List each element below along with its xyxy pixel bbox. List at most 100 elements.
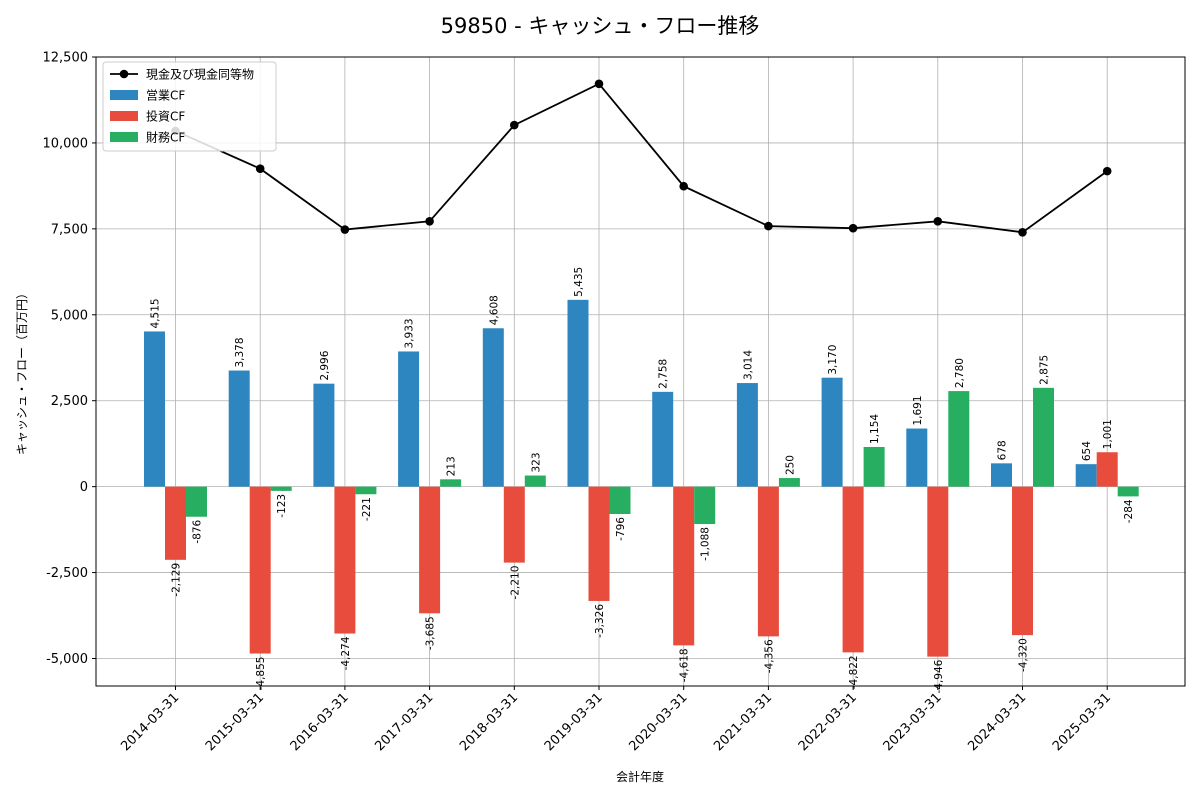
x-tick-label: 2016-03-31 <box>288 690 352 754</box>
y-tick-label: 12,500 <box>43 51 89 66</box>
bar-label: 4,515 <box>150 298 162 328</box>
y-tick-label: 2,500 <box>51 394 88 409</box>
x-tick-label: 2021-03-31 <box>711 690 775 754</box>
bar <box>524 475 546 487</box>
x-tick-label: 2022-03-31 <box>796 690 860 754</box>
bar <box>821 377 843 487</box>
bar <box>440 479 462 487</box>
bar-label: -4,618 <box>679 648 691 682</box>
bar <box>778 478 800 487</box>
bar <box>694 486 716 525</box>
bar <box>927 486 949 657</box>
x-tick-label: 2020-03-31 <box>626 690 690 754</box>
bar <box>736 383 758 487</box>
bar <box>228 370 250 487</box>
bar-label: -4,274 <box>340 636 352 670</box>
bar <box>652 391 674 487</box>
bar-label: -221 <box>361 497 373 521</box>
bar-label: 3,170 <box>827 345 839 375</box>
bar-label: 1,691 <box>912 395 924 425</box>
bar <box>673 486 695 646</box>
cash-point <box>510 120 519 130</box>
bar-label: -4,356 <box>763 639 775 673</box>
bar <box>249 486 271 654</box>
x-tick-label: 2015-03-31 <box>203 690 267 754</box>
line-layer <box>171 79 1112 237</box>
cash-point <box>425 216 434 226</box>
bars-layer <box>144 299 1139 657</box>
cash-point <box>1102 166 1112 176</box>
cash-point <box>764 221 773 231</box>
x-axis: 2014-03-31 2015-03-31 2016-03-31 2017-03-31… <box>118 686 1114 754</box>
cash-point <box>255 164 265 174</box>
chart-title: 59850 - キャッシュ・フロー推移 <box>441 14 760 38</box>
bar <box>334 486 356 634</box>
x-tick-label: 2014-03-31 <box>118 690 182 754</box>
y-axis: -5,000 -2,500 0 2,500 5,000 7,500 10,000 12,500 <box>43 51 96 667</box>
x-tick-label: 2023-03-31 <box>881 690 945 754</box>
bar <box>948 391 970 487</box>
bar <box>186 486 207 517</box>
bar-label: 3,378 <box>234 337 246 367</box>
x-tick-label: 2017-03-31 <box>372 690 436 754</box>
bar <box>503 486 525 563</box>
bar-label: 2,758 <box>658 359 670 389</box>
bar <box>842 486 864 653</box>
bar <box>1033 387 1054 487</box>
y-axis-title: キャッシュ・フロー（百万円） <box>15 287 29 455</box>
x-tick-label: 2019-03-31 <box>542 690 606 754</box>
bar <box>165 486 186 560</box>
bar-label: 654 <box>1081 441 1093 461</box>
bar-label: 2,996 <box>319 350 331 380</box>
bar-label: 3,933 <box>404 318 416 348</box>
legend-swatch <box>110 90 138 100</box>
bar-labels-layer: 4,515 3,378 2,996 3,933 4,608 5,435 2,758 3,014… <box>150 267 1136 694</box>
bar-label: -4,946 <box>933 659 945 693</box>
bar <box>991 463 1012 487</box>
bar-label: 4,608 <box>488 295 500 325</box>
bar-label: 323 <box>530 452 542 472</box>
bar-label: 2,875 <box>1039 355 1051 385</box>
bar-label: 213 <box>446 456 458 476</box>
cash-point <box>933 216 943 226</box>
bar <box>906 428 928 487</box>
bar <box>609 486 631 515</box>
bar-label: -876 <box>192 519 204 543</box>
bar <box>270 486 292 491</box>
bar-label: 5,435 <box>573 267 585 297</box>
bar-label: 3,014 <box>742 350 754 380</box>
bar <box>419 486 441 614</box>
bar-label: -4,855 <box>255 657 267 691</box>
bar <box>863 446 885 487</box>
bar <box>1012 486 1033 636</box>
x-axis-title: 会計年度 <box>616 769 664 784</box>
cash-point <box>340 225 350 234</box>
bar <box>355 486 377 495</box>
legend-label: 営業CF <box>146 89 185 103</box>
bar-label: -4,822 <box>848 655 860 689</box>
bar-label: -123 <box>276 494 288 518</box>
y-tick-label: -5,000 <box>46 652 88 667</box>
y-tick-label: 5,000 <box>51 308 88 323</box>
bar <box>1117 486 1139 497</box>
bar-label: -284 <box>1123 499 1135 523</box>
y-tick-label: 7,500 <box>51 222 88 237</box>
bar <box>1075 464 1097 487</box>
legend-marker <box>119 69 129 79</box>
x-tick-label: 2024-03-31 <box>965 690 1029 754</box>
y-tick-label: 0 <box>80 480 88 495</box>
legend-label: 投資CF <box>146 109 185 124</box>
legend-label: 現金及び現金同等物 <box>146 67 254 82</box>
bar <box>1096 452 1118 487</box>
legend-box <box>102 61 277 152</box>
cash-point <box>848 223 858 233</box>
bar-label: -2,129 <box>171 563 183 597</box>
bar <box>567 299 589 487</box>
bar-label: 1,154 <box>869 414 881 444</box>
bar-label: -1,088 <box>700 527 712 561</box>
bar-label: -4,320 <box>1018 638 1030 672</box>
cash-point <box>679 181 688 191</box>
cash-point <box>594 79 604 89</box>
x-tick-label: 2025-03-31 <box>1050 690 1114 754</box>
